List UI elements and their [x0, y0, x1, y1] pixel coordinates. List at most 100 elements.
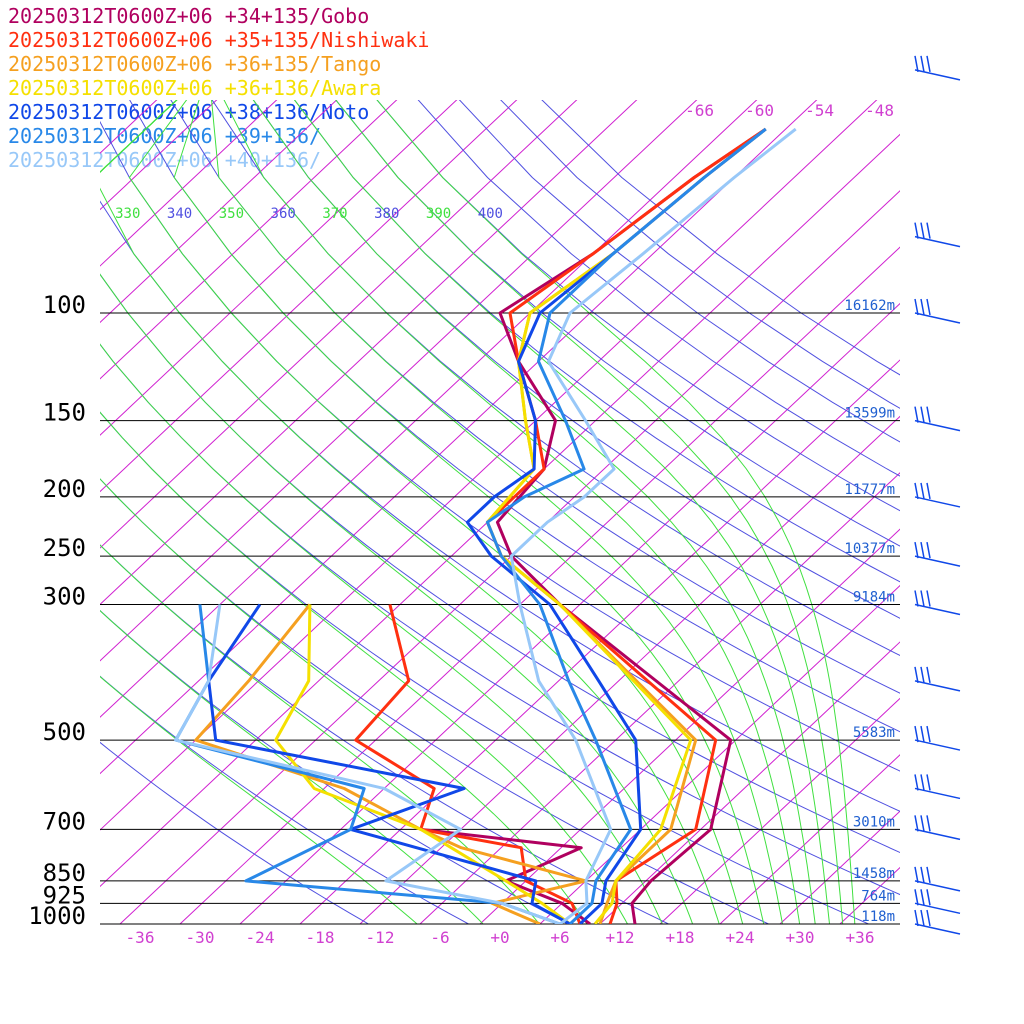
wind-barb-staff	[914, 235, 961, 248]
wind-barb-flag	[920, 866, 925, 884]
wind-barb	[914, 482, 961, 508]
wind-barbs	[914, 55, 961, 935]
pressure-label: 300	[43, 583, 86, 611]
theta-label: 370	[322, 206, 347, 222]
isotherm-line	[100, 100, 398, 380]
dewpoint-profile-3	[274, 604, 571, 924]
wind-barb-flag	[914, 542, 919, 559]
height-label: 3010m	[853, 814, 895, 830]
legend-entry-nishiwaki: 20250312T0600Z+06 +35+135/Nishiwaki	[8, 28, 430, 52]
height-label: 764m	[861, 888, 895, 904]
wind-barb-flag	[926, 866, 931, 884]
wind-barb-flag	[926, 406, 931, 423]
temperature-profile-5	[485, 127, 767, 924]
upper-temperature-label: -66	[685, 101, 714, 120]
wind-barb-flag	[920, 815, 925, 832]
wind-barb-staff	[914, 419, 961, 432]
wind-barb-staff	[914, 828, 961, 841]
isotherm-line	[899, 923, 900, 924]
wind-barb-flag	[914, 298, 919, 316]
temperature-tick-label: -36	[126, 928, 155, 947]
wind-barb-flag	[920, 909, 925, 927]
wind-barb-flag	[920, 666, 925, 683]
wind-barb-flag	[914, 889, 919, 906]
wind-barb-flag	[914, 909, 919, 927]
wind-barb	[914, 666, 961, 692]
wind-barb-flag	[920, 590, 925, 607]
pressure-label: 700	[43, 807, 86, 835]
wind-barb-flag	[920, 298, 925, 316]
wind-barb-staff	[914, 555, 961, 567]
temperature-tick-label: -18	[306, 928, 335, 947]
height-label: 16162m	[844, 298, 895, 314]
wind-barb-flag	[926, 815, 931, 832]
wind-barb-flag	[926, 889, 931, 906]
wind-barb-flag	[920, 406, 925, 423]
wind-barb	[914, 55, 961, 81]
wind-barb-flag	[914, 406, 919, 423]
isotherm-line	[479, 528, 900, 924]
temperature-profile-2	[485, 127, 767, 924]
temperature-tick-label: +18	[666, 928, 695, 947]
upper-temperature-label: -60	[745, 101, 774, 120]
wind-barb-flag	[926, 55, 931, 72]
upper-temperature-label: -54	[805, 101, 834, 120]
pressure-label: 200	[43, 475, 86, 503]
temperature-profile-4	[465, 127, 767, 924]
wind-barb-staff	[914, 603, 961, 616]
height-label: 9184m	[853, 590, 895, 606]
wind-barb-flag	[914, 666, 919, 683]
wind-barb-flag	[926, 542, 931, 559]
temperature-profile-1	[485, 127, 767, 924]
wind-barb-flag	[914, 482, 919, 500]
height-label: 1458m	[853, 866, 895, 882]
wind-barb-flag	[914, 866, 919, 884]
pressure-label: 150	[43, 399, 86, 427]
wind-barb-flag	[920, 889, 925, 906]
wind-barb	[914, 774, 961, 800]
wind-barb-staff	[914, 787, 961, 800]
legend-entry-40-136: 20250312T0600Z+06 +40+136/	[8, 148, 322, 172]
wind-barb	[914, 298, 961, 324]
wind-barb-flag	[914, 725, 919, 743]
wind-barb	[914, 815, 961, 841]
height-label: 5583m	[853, 725, 895, 741]
wind-barb-flag	[920, 222, 925, 239]
isotherm-line	[539, 584, 900, 924]
wind-barb	[914, 222, 961, 248]
dewpoint-profile-5	[174, 604, 561, 924]
temperature-tick-label: +12	[606, 928, 635, 947]
pressure-label: 850	[43, 859, 86, 887]
wind-barb	[914, 406, 961, 432]
legend-entry-awara: 20250312T0600Z+06 +36+136/Awara	[8, 76, 382, 100]
wind-barb-flag	[920, 542, 925, 559]
temperature-tick-label: -30	[186, 928, 215, 947]
wind-barb	[914, 909, 961, 935]
pressure-label: 100	[43, 291, 86, 319]
upper-temperature-label: -48	[865, 101, 894, 120]
height-label: 10377m	[844, 541, 895, 557]
wind-barb	[914, 542, 961, 567]
wind-barb	[914, 866, 961, 892]
wind-barb-flag	[914, 222, 919, 239]
legend-entry-gobo: 20250312T0600Z+06 +34+135/Gobo	[8, 4, 370, 28]
wind-barb-flag	[926, 298, 931, 316]
wind-barb-flag	[920, 55, 925, 72]
legend-entry-tango: 20250312T0600Z+06 +36+135/Tango	[8, 52, 382, 76]
theta-label: 330	[115, 206, 140, 222]
temperature-tick-label: -6	[430, 928, 449, 947]
wind-barb-staff	[914, 923, 961, 935]
temperature-tick-label: +0	[490, 928, 509, 947]
wind-barb-staff	[914, 880, 961, 892]
wind-barb-flag	[920, 725, 925, 743]
isotherm-line	[960, 70, 1024, 924]
wind-barb-flag	[920, 482, 925, 500]
wind-barb-staff	[914, 680, 961, 692]
isotherm-line	[100, 100, 338, 324]
theta-label: 390	[426, 206, 451, 222]
isotherm-line	[0, 70, 9, 924]
moist-adiabat-line	[100, 100, 418, 924]
theta-label: 340	[167, 206, 192, 222]
temperature-tick-label: -12	[366, 928, 395, 947]
